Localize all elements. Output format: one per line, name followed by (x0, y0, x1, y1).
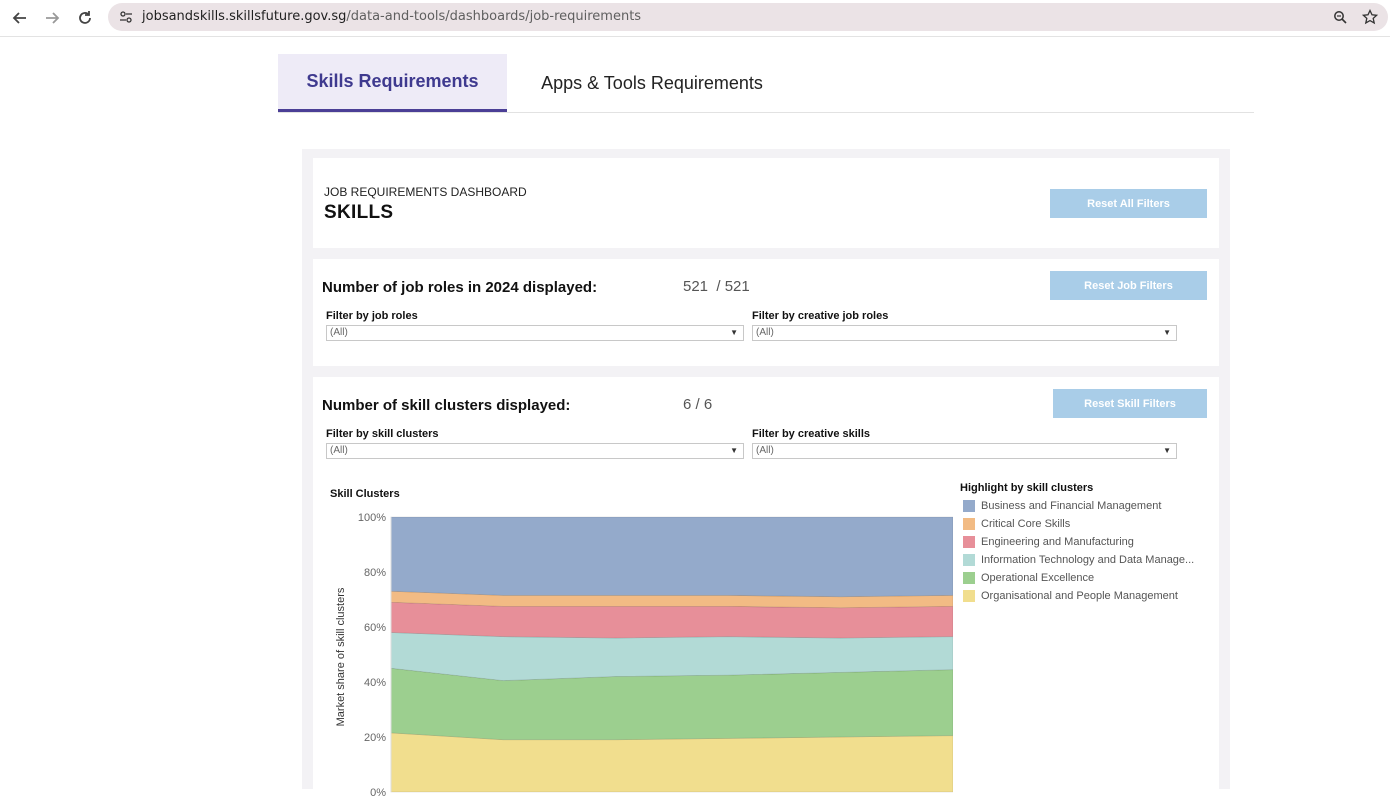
reset-job-filters-button[interactable]: Reset Job Filters (1050, 271, 1207, 300)
chart-title: Skill Clusters (330, 488, 400, 500)
legend-item[interactable]: Critical Core Skills (963, 517, 1070, 531)
dashboard-tabs: Skills Requirements Apps & Tools Require… (278, 54, 1254, 113)
y-tick-label: 80% (364, 567, 386, 579)
chevron-down-icon: ▼ (730, 446, 738, 455)
tab-apps-tools-requirements[interactable]: Apps & Tools Requirements (541, 72, 763, 93)
y-tick-label: 40% (364, 677, 386, 689)
y-tick-label: 20% (364, 732, 386, 744)
url-path: /data-and-tools/dashboards/job-requireme… (346, 9, 642, 24)
legend-swatch (963, 554, 975, 566)
chevron-down-icon: ▼ (1163, 328, 1171, 337)
tab-skills-requirements[interactable]: Skills Requirements (278, 54, 507, 112)
browser-toolbar: jobsandskills.skillsfuture.gov.sg/data-a… (0, 0, 1390, 37)
area-series[interactable] (390, 516, 953, 598)
filter-creative-skills-select[interactable]: (All) ▼ (752, 443, 1177, 459)
filter-skill-clusters-select[interactable]: (All) ▼ (326, 443, 744, 459)
reset-all-filters-button[interactable]: Reset All Filters (1050, 189, 1207, 218)
legend-title: Highlight by skill clusters (960, 482, 1094, 494)
filter-skill-clusters-value: (All) (330, 445, 348, 456)
zoom-icon[interactable] (1330, 7, 1350, 27)
skill-clusters-panel: Number of skill clusters displayed: 6 / … (313, 377, 1219, 797)
y-tick-label: 60% (364, 622, 386, 634)
job-roles-count-value: 521 / 521 (683, 278, 750, 295)
filter-creative-job-roles-label: Filter by creative job roles (752, 310, 889, 322)
back-icon[interactable] (8, 6, 32, 30)
legend-label: Organisational and People Management (981, 590, 1178, 602)
chevron-down-icon: ▼ (1163, 446, 1171, 455)
url-host: jobsandskills.skillsfuture.gov.sg (142, 9, 347, 24)
legend-swatch (963, 518, 975, 530)
filter-creative-skills-value: (All) (756, 445, 774, 456)
reload-icon[interactable] (73, 6, 97, 30)
stacked-area-chart: 100% 80% 60% 40% 20% 0% Market share of skill … (335, 512, 953, 797)
y-axis-label: Market share of skill clusters (335, 587, 347, 726)
y-tick-label: 0% (370, 787, 386, 797)
skill-clusters-count-value: 6 / 6 (683, 396, 713, 413)
header-panel: JOB REQUIREMENTS DASHBOARD SKILLS Reset … (313, 158, 1219, 248)
legend-item[interactable]: Organisational and People Management (963, 589, 1178, 603)
legend-swatch (963, 590, 975, 602)
dashboard-container: JOB REQUIREMENTS DASHBOARD SKILLS Reset … (302, 149, 1230, 797)
filter-creative-job-roles-select[interactable]: (All) ▼ (752, 325, 1177, 341)
legend-label: Business and Financial Management (981, 500, 1162, 512)
address-bar[interactable]: jobsandskills.skillsfuture.gov.sg/data-a… (108, 3, 1388, 31)
site-settings-icon[interactable] (116, 7, 136, 27)
filter-creative-job-roles-value: (All) (756, 327, 774, 338)
job-filters-panel: Number of job roles in 2024 displayed: 5… (313, 259, 1219, 366)
legend-swatch (963, 500, 975, 512)
chevron-down-icon: ▼ (730, 328, 738, 337)
page-title: SKILLS (324, 202, 394, 223)
legend-item[interactable]: Engineering and Manufacturing (963, 535, 1134, 549)
legend-swatch (963, 572, 975, 584)
url-text[interactable]: jobsandskills.skillsfuture.gov.sg/data-a… (142, 9, 641, 24)
filter-skill-clusters-label: Filter by skill clusters (326, 428, 439, 440)
dashboard-subtitle: JOB REQUIREMENTS DASHBOARD (324, 185, 527, 199)
area-series[interactable] (390, 667, 953, 741)
legend-label: Engineering and Manufacturing (981, 536, 1134, 548)
legend-label: Critical Core Skills (981, 518, 1071, 530)
legend-item[interactable]: Information Technology and Data Manage..… (963, 553, 1194, 567)
legend-label: Operational Excellence (981, 572, 1095, 584)
legend-label: Information Technology and Data Manage..… (981, 554, 1195, 566)
legend-swatch (963, 536, 975, 548)
filter-creative-skills-label: Filter by creative skills (752, 428, 871, 440)
legend-item[interactable]: Business and Financial Management (963, 499, 1161, 513)
area-series[interactable] (390, 732, 953, 793)
filter-job-roles-value: (All) (330, 327, 348, 338)
forward-icon[interactable] (40, 6, 64, 30)
filter-job-roles-label: Filter by job roles (326, 310, 418, 322)
reset-skill-filters-button[interactable]: Reset Skill Filters (1053, 389, 1207, 418)
bookmark-star-icon[interactable] (1360, 7, 1380, 27)
skill-clusters-count-label: Number of skill clusters displayed: (322, 397, 571, 414)
job-roles-count-label: Number of job roles in 2024 displayed: (322, 279, 598, 296)
y-tick-label: 100% (358, 512, 386, 524)
filter-job-roles-select[interactable]: (All) ▼ (326, 325, 744, 341)
legend-item[interactable]: Operational Excellence (963, 571, 1094, 585)
